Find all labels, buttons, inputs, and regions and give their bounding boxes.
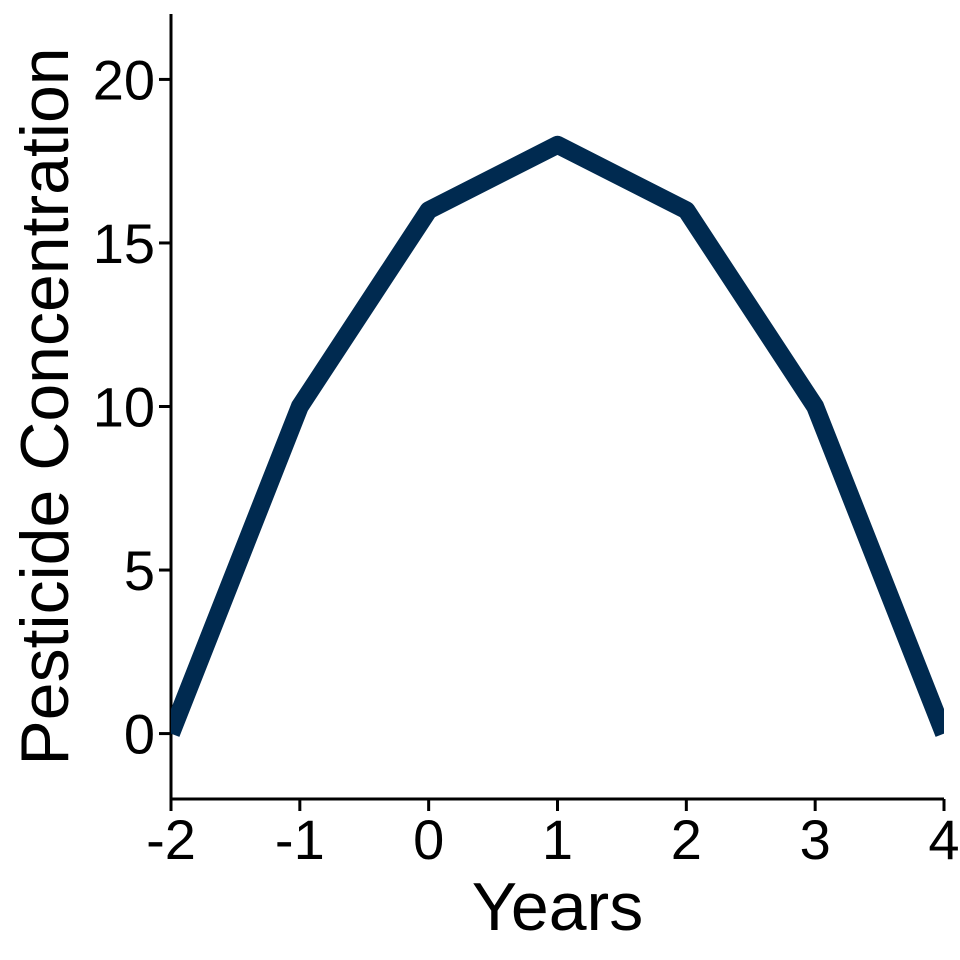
y-tick-label: 5: [124, 539, 155, 602]
x-tick-label: 2: [671, 808, 702, 871]
x-tick-label: -1: [275, 808, 325, 871]
y-axis-ticks: 0 5 10 15 20: [93, 48, 171, 766]
series-line: [171, 135, 944, 737]
y-tick-label: 15: [93, 212, 155, 275]
x-axis-title: Years: [472, 869, 643, 945]
series-layer: [171, 135, 944, 737]
y-tick-label: 20: [93, 48, 155, 111]
x-tick-label: -2: [146, 808, 196, 871]
x-tick-label: 3: [800, 808, 831, 871]
y-axis-title: Pesticide Concentration: [7, 47, 83, 765]
x-axis-ticks: -2 -1 0 1 2 3 4: [146, 799, 960, 871]
y-tick-label: 0: [124, 703, 155, 766]
x-tick-label: 0: [413, 808, 444, 871]
x-tick-label: 4: [928, 808, 959, 871]
x-tick-label: 1: [542, 808, 573, 871]
y-tick-label: 10: [93, 376, 155, 439]
